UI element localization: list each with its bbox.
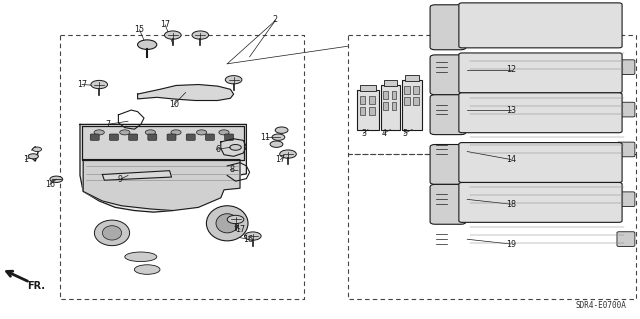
Text: 17: 17 xyxy=(275,155,285,164)
Bar xyxy=(360,85,376,91)
Circle shape xyxy=(120,130,130,135)
Text: 17: 17 xyxy=(235,225,245,234)
FancyBboxPatch shape xyxy=(459,182,622,222)
Circle shape xyxy=(272,134,285,140)
Bar xyxy=(405,75,419,81)
Ellipse shape xyxy=(125,252,157,262)
Bar xyxy=(404,86,410,94)
Text: 4: 4 xyxy=(381,129,387,138)
Text: 10: 10 xyxy=(169,100,179,109)
Bar xyxy=(392,102,396,110)
Ellipse shape xyxy=(95,220,129,246)
Polygon shape xyxy=(83,160,240,211)
Circle shape xyxy=(33,147,42,152)
Circle shape xyxy=(227,215,244,224)
Bar xyxy=(383,91,388,99)
FancyBboxPatch shape xyxy=(225,134,234,140)
Circle shape xyxy=(94,130,104,135)
Text: FR.: FR. xyxy=(27,281,45,291)
Text: SDR4-E0700A: SDR4-E0700A xyxy=(575,301,626,310)
Bar xyxy=(383,102,388,110)
Bar xyxy=(369,107,375,115)
FancyBboxPatch shape xyxy=(430,55,466,95)
Text: 18: 18 xyxy=(506,200,516,209)
FancyBboxPatch shape xyxy=(186,134,195,140)
Circle shape xyxy=(192,31,209,39)
FancyBboxPatch shape xyxy=(617,142,635,157)
Circle shape xyxy=(138,40,157,49)
FancyBboxPatch shape xyxy=(617,232,635,247)
Circle shape xyxy=(270,141,283,147)
FancyBboxPatch shape xyxy=(129,134,138,140)
Polygon shape xyxy=(138,85,234,100)
Ellipse shape xyxy=(206,206,248,241)
FancyBboxPatch shape xyxy=(459,53,622,93)
Circle shape xyxy=(145,130,156,135)
Text: 8: 8 xyxy=(229,165,234,174)
FancyBboxPatch shape xyxy=(459,143,622,182)
Text: 17: 17 xyxy=(77,80,87,89)
Circle shape xyxy=(196,130,207,135)
Bar xyxy=(402,80,422,130)
Text: 16: 16 xyxy=(45,180,55,189)
FancyBboxPatch shape xyxy=(90,134,99,140)
Ellipse shape xyxy=(102,226,122,240)
Circle shape xyxy=(275,127,288,133)
Circle shape xyxy=(225,76,242,84)
Ellipse shape xyxy=(134,265,160,274)
Bar xyxy=(392,91,396,99)
Text: 5: 5 xyxy=(402,129,407,138)
FancyBboxPatch shape xyxy=(430,5,466,50)
FancyBboxPatch shape xyxy=(430,145,466,184)
FancyBboxPatch shape xyxy=(430,184,466,224)
FancyBboxPatch shape xyxy=(459,3,622,48)
FancyBboxPatch shape xyxy=(459,93,622,133)
Text: 16: 16 xyxy=(243,235,253,244)
Circle shape xyxy=(50,176,63,182)
Text: 6: 6 xyxy=(215,145,220,154)
Polygon shape xyxy=(102,171,172,180)
Text: 11: 11 xyxy=(260,133,271,142)
Bar xyxy=(404,97,410,105)
Circle shape xyxy=(171,130,181,135)
FancyBboxPatch shape xyxy=(148,134,157,140)
Circle shape xyxy=(28,154,38,159)
Text: 7: 7 xyxy=(105,120,110,129)
Circle shape xyxy=(280,150,296,158)
Bar xyxy=(360,107,365,115)
FancyBboxPatch shape xyxy=(617,102,635,117)
Ellipse shape xyxy=(216,214,238,233)
Polygon shape xyxy=(80,124,246,212)
Text: 15: 15 xyxy=(134,25,145,34)
Text: 2: 2 xyxy=(273,15,278,24)
Text: 17: 17 xyxy=(160,20,170,29)
Circle shape xyxy=(219,130,229,135)
Circle shape xyxy=(91,80,108,89)
FancyBboxPatch shape xyxy=(617,192,635,207)
FancyBboxPatch shape xyxy=(430,95,466,135)
Bar xyxy=(413,86,419,94)
Bar xyxy=(357,90,379,130)
Text: 13: 13 xyxy=(506,106,516,115)
Bar xyxy=(384,80,397,86)
Text: 1: 1 xyxy=(23,155,28,164)
FancyBboxPatch shape xyxy=(109,134,118,140)
FancyBboxPatch shape xyxy=(167,134,176,140)
Circle shape xyxy=(164,31,181,39)
Polygon shape xyxy=(82,126,244,160)
Bar xyxy=(413,97,419,105)
Bar xyxy=(381,85,400,130)
FancyBboxPatch shape xyxy=(617,60,635,75)
Bar xyxy=(360,96,365,104)
Circle shape xyxy=(230,145,241,150)
Text: 12: 12 xyxy=(506,65,516,74)
Text: 9: 9 xyxy=(118,175,123,184)
Circle shape xyxy=(244,232,261,240)
Text: 14: 14 xyxy=(506,155,516,164)
Text: 3: 3 xyxy=(361,129,366,138)
FancyBboxPatch shape xyxy=(205,134,214,140)
Text: 19: 19 xyxy=(506,240,516,249)
Bar xyxy=(369,96,375,104)
